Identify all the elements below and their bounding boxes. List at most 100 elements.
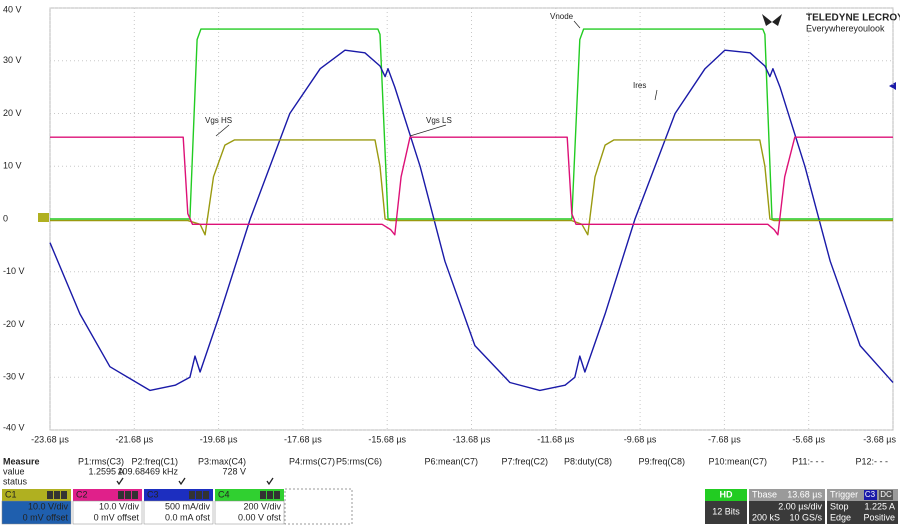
tbase-scale: 2.00 µs/div — [778, 501, 822, 511]
measure-header: P8:duty(C8) — [564, 456, 612, 466]
channel-scale: 10.0 V/div — [28, 501, 69, 511]
trigger-state: Stop — [830, 501, 849, 511]
channel-icon — [260, 491, 266, 499]
logo-tagline: Everywhereyoulook — [806, 23, 885, 33]
channel-body — [1, 500, 72, 525]
tbase-delay: 13.68 µs — [787, 489, 822, 499]
logo-mark — [762, 14, 782, 26]
trigger-box: Trigger C3 DC Stop 1.225 A Edge Positive — [827, 489, 898, 524]
measure-header: P9:freq(C8) — [638, 456, 685, 466]
measure-header: P7:freq(C2) — [501, 456, 548, 466]
box-body — [827, 501, 898, 524]
measure-header: P5:rms(C6) — [336, 456, 382, 466]
measure-cell: 728 V — [222, 466, 246, 476]
channel-offset: 0.0 mA ofst — [165, 512, 211, 522]
trace — [50, 28, 893, 220]
measure-header: P4:rms(C7) — [289, 456, 335, 466]
x-tick-label: -21.68 µs — [115, 434, 153, 444]
status-check — [116, 477, 124, 486]
x-tick-label: -9.68 µs — [624, 434, 657, 444]
x-tick-label: -3.68 µs — [863, 434, 896, 444]
channel-scale: 10.0 V/div — [99, 501, 140, 511]
y-tick-label: 20 V — [3, 108, 22, 118]
trigger-level-marker — [889, 82, 896, 90]
box-body — [705, 501, 747, 524]
channel-icon — [61, 491, 67, 499]
x-tick-label: -5.68 µs — [792, 434, 825, 444]
measure-header: P12:- - - — [855, 456, 888, 466]
acquisition-box: HD 12 Bits — [705, 489, 747, 524]
tbase-label: Tbase — [752, 489, 777, 499]
x-tick-label: -15.68 µs — [368, 434, 406, 444]
channel-icon — [196, 491, 202, 499]
trace — [50, 139, 893, 236]
trace-label: Vgs LS — [426, 116, 452, 125]
y-tick-label: 40 V — [3, 4, 22, 14]
timebase-box: Tbase 13.68 µs 2.00 µs/div 200 kS 10 GS/… — [749, 489, 825, 524]
trace-label: Vnode — [550, 12, 574, 21]
trace-label: Ires — [633, 81, 646, 90]
trace-label-leader — [215, 124, 230, 137]
acq-bits: 12 Bits — [712, 506, 740, 516]
channel-id: C1 — [5, 489, 17, 499]
channel-offset: 0 mV offset — [94, 512, 140, 522]
y-tick-label: 30 V — [3, 55, 22, 65]
measure-header: P6:mean(C7) — [424, 456, 478, 466]
channel-icon — [267, 491, 273, 499]
trace-label-leader — [573, 20, 581, 29]
channel-offset: 0 mV offset — [23, 512, 69, 522]
channel-icon — [125, 491, 131, 499]
trace — [50, 136, 893, 236]
x-tick-label: -11.68 µs — [537, 434, 575, 444]
tbase-rate: 10 GS/s — [789, 512, 822, 522]
channel-icon — [274, 491, 280, 499]
ground-marker — [38, 213, 49, 222]
channel-header — [73, 489, 142, 501]
channel-header — [144, 489, 213, 501]
trigger-source: C3 — [865, 490, 876, 499]
measure-header: P10:mean(C7) — [708, 456, 767, 466]
channel-icon — [54, 491, 60, 499]
measure-cell: 109.68469 kHz — [117, 466, 178, 476]
trigger-label: Trigger — [830, 489, 858, 499]
channel-scale: 500 mA/div — [165, 501, 211, 511]
x-tick-label: -13.68 µs — [453, 434, 491, 444]
tbase-samples: 200 kS — [752, 512, 780, 522]
channel-icon — [203, 491, 209, 499]
measure-header: P11:- - - — [792, 456, 824, 466]
y-tick-label: -30 V — [3, 372, 25, 382]
status-check — [266, 477, 274, 486]
y-tick-label: -20 V — [3, 319, 25, 329]
y-tick-label: -40 V — [3, 422, 25, 432]
x-tick-label: -23.68 µs — [31, 434, 69, 444]
channel-offset: 0.00 V ofst — [238, 512, 282, 522]
box-body — [749, 501, 825, 524]
y-tick-label: 0 — [3, 213, 8, 223]
measure-header: P2:freq(C1) — [131, 456, 178, 466]
measure-header: P3:max(C4) — [198, 456, 246, 466]
box-header — [749, 489, 825, 501]
x-tick-label: -7.68 µs — [708, 434, 741, 444]
y-tick-label: -10 V — [3, 266, 25, 276]
channel-body — [214, 500, 285, 525]
box-header — [705, 489, 747, 501]
trace-label: Vgs HS — [205, 116, 232, 125]
trace — [49, 49, 894, 392]
channel-header — [215, 489, 284, 501]
channel-icon — [189, 491, 195, 499]
logo: TELEDYNE LECROY Everywhereyoulook — [762, 13, 900, 33]
measure-header: Measure — [3, 456, 40, 466]
channel-icon — [132, 491, 138, 499]
channel-icon — [118, 491, 124, 499]
status-check — [178, 477, 186, 486]
channel-id: C2 — [76, 489, 88, 499]
channel-icon — [47, 491, 53, 499]
measure-header: P1:rms(C3) — [78, 456, 124, 466]
trigger-coupling: DC — [880, 490, 892, 499]
measure-cell: value — [3, 466, 25, 476]
x-tick-label: -19.68 µs — [200, 434, 238, 444]
trigger-slope: Positive — [863, 512, 895, 522]
measure-table: Measure P1:rms(C3) P2:freq(C1) P3:max(C4) P4… — [3, 456, 888, 486]
trigger-level: 1.225 A — [864, 501, 895, 511]
